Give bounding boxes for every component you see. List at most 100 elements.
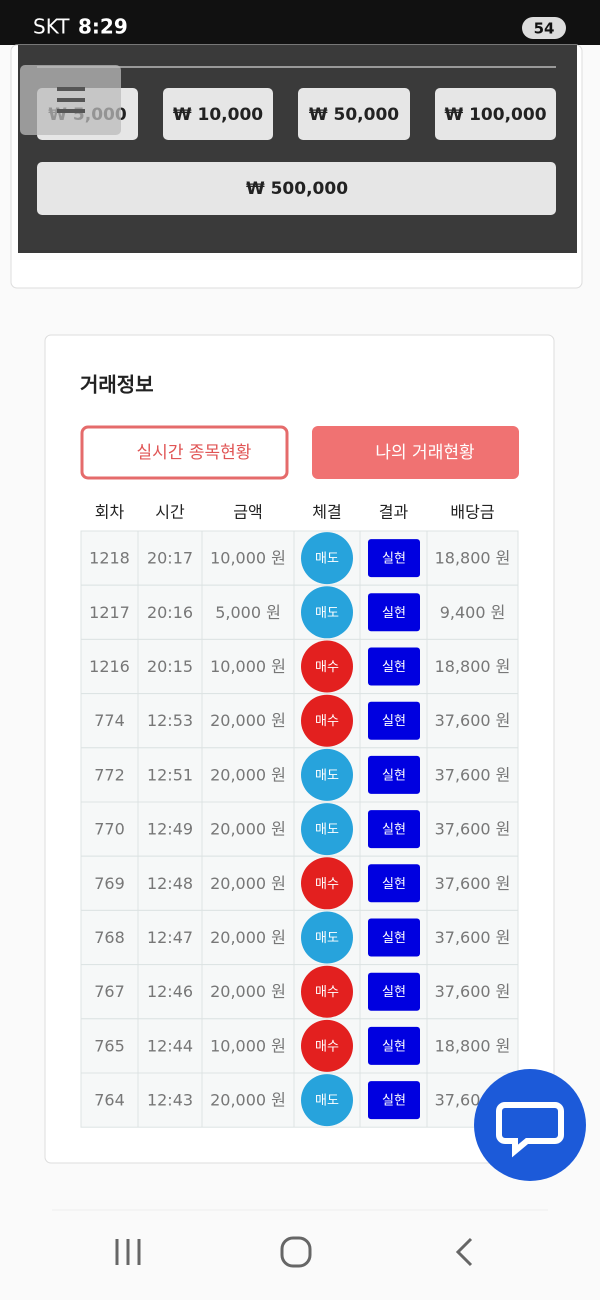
cell-text: 18,800 원: [435, 657, 511, 676]
cell-text: 20,000 원: [210, 765, 286, 784]
result-label: 실현: [382, 1039, 406, 1054]
cell-text: 772: [94, 765, 125, 784]
table-row: [80, 584, 519, 640]
cell-text: 37,600 원: [435, 982, 511, 1001]
result-label: 실현: [382, 606, 406, 621]
cell-text: 768: [94, 928, 125, 947]
table-row: [80, 638, 519, 695]
result-badge: [368, 647, 420, 686]
cell-text: 774: [94, 711, 125, 730]
side-badge: [301, 586, 353, 639]
result-badge: [368, 593, 420, 632]
side-badge: [301, 532, 353, 585]
result-badge: [368, 810, 420, 849]
side-label: 매수: [315, 985, 339, 1000]
amount-button[interactable]: [163, 88, 273, 140]
side-badge: [301, 640, 353, 693]
column-header: 시간: [155, 503, 185, 522]
cell-text: 20,000 원: [210, 874, 286, 893]
cell-text: 20:17: [147, 549, 193, 568]
side-label: 매도: [315, 606, 339, 621]
cell-text: 770: [94, 820, 125, 839]
side-label: 매도: [315, 823, 339, 838]
column-header: 금액: [233, 503, 262, 522]
result-label: 실현: [382, 1094, 406, 1109]
cell-text: 18,800 원: [435, 1036, 511, 1055]
cell-text: 1216: [89, 657, 130, 676]
side-badge: [301, 1074, 353, 1127]
cell-text: 20:15: [147, 657, 193, 676]
result-badge: [368, 1081, 420, 1120]
cell-text: 12:53: [147, 711, 193, 730]
tab-realtime[interactable]: [80, 425, 289, 480]
result-label: 실현: [382, 931, 406, 946]
result-label: 실현: [382, 877, 406, 892]
amount-label: ₩ 100,000: [444, 105, 546, 125]
tab-label: 나의 거래현황: [375, 443, 474, 463]
cell-text: 37,600 원: [435, 928, 511, 947]
side-label: 매수: [315, 877, 339, 892]
table-row: [80, 1072, 519, 1128]
menu-icon: [57, 87, 85, 113]
cell-text: 37,600 원: [435, 874, 511, 893]
table-row: [80, 909, 519, 966]
cell-text: 37,600 원: [435, 711, 511, 730]
cell-text: 10,000 원: [210, 549, 286, 568]
table-row: [80, 801, 519, 857]
side-label: 매수: [315, 714, 339, 729]
side-badge: [301, 803, 353, 856]
tab-label: 실시간 종목현황: [137, 443, 252, 463]
side-badge: [301, 694, 353, 747]
cell-text: 764: [94, 1091, 125, 1110]
cell-text: 12:44: [147, 1036, 193, 1055]
amount-button[interactable]: [37, 162, 556, 215]
amount-label: ₩ 50,000: [309, 105, 399, 125]
amount-button[interactable]: [298, 88, 410, 140]
cell-text: 20,000 원: [210, 982, 286, 1001]
result-label: 실현: [382, 714, 406, 729]
amount-button[interactable]: [435, 88, 556, 140]
result-badge: [368, 755, 420, 794]
result-badge: [368, 701, 420, 740]
result-badge: [368, 1026, 420, 1065]
side-label: 매도: [315, 1094, 339, 1109]
nav-bar: [115, 1236, 473, 1268]
cell-text: 10,000 원: [210, 657, 286, 676]
table-row: [80, 855, 519, 911]
side-badge: [301, 1019, 353, 1072]
cell-text: 12:51: [147, 765, 193, 784]
result-label: 실현: [382, 552, 406, 567]
cell-text: 12:49: [147, 820, 193, 839]
result-label: 실현: [382, 985, 406, 1000]
side-label: 매수: [315, 660, 339, 675]
side-badge: [301, 965, 353, 1018]
side-label: 매도: [315, 768, 339, 783]
cell-text: 20,000 원: [210, 711, 286, 730]
side-label: 매도: [315, 931, 339, 946]
amount-label: ₩ 10,000: [173, 105, 263, 125]
cell-text: 20,000 원: [210, 928, 286, 947]
result-badge: [368, 864, 420, 903]
side-badge: [301, 748, 353, 801]
cell-text: 20,000 원: [210, 820, 286, 839]
tab-mine[interactable]: [312, 426, 519, 479]
section-title: 거래정보: [80, 373, 154, 397]
cell-text: 20:16: [147, 603, 193, 622]
chat-button[interactable]: [474, 1069, 586, 1181]
cell-text: 1217: [89, 603, 130, 622]
clock: 8:29: [78, 15, 128, 39]
cell-text: 5,000 원: [215, 603, 281, 622]
table-row: [80, 530, 519, 586]
cell-text: 769: [94, 874, 125, 893]
column-header: 결과: [379, 503, 409, 522]
battery-icon: [522, 17, 566, 39]
cell-text: 765: [94, 1036, 125, 1055]
cell-text: 12:43: [147, 1091, 193, 1110]
result-badge: [368, 918, 420, 957]
table-row: [80, 1018, 519, 1074]
cell-text: 20,000 원: [210, 1091, 286, 1110]
cell-text: 1218: [89, 549, 130, 568]
result-label: 실현: [382, 823, 406, 838]
column-header: 배당금: [450, 503, 494, 522]
cell-text: 37,600 원: [435, 820, 511, 839]
